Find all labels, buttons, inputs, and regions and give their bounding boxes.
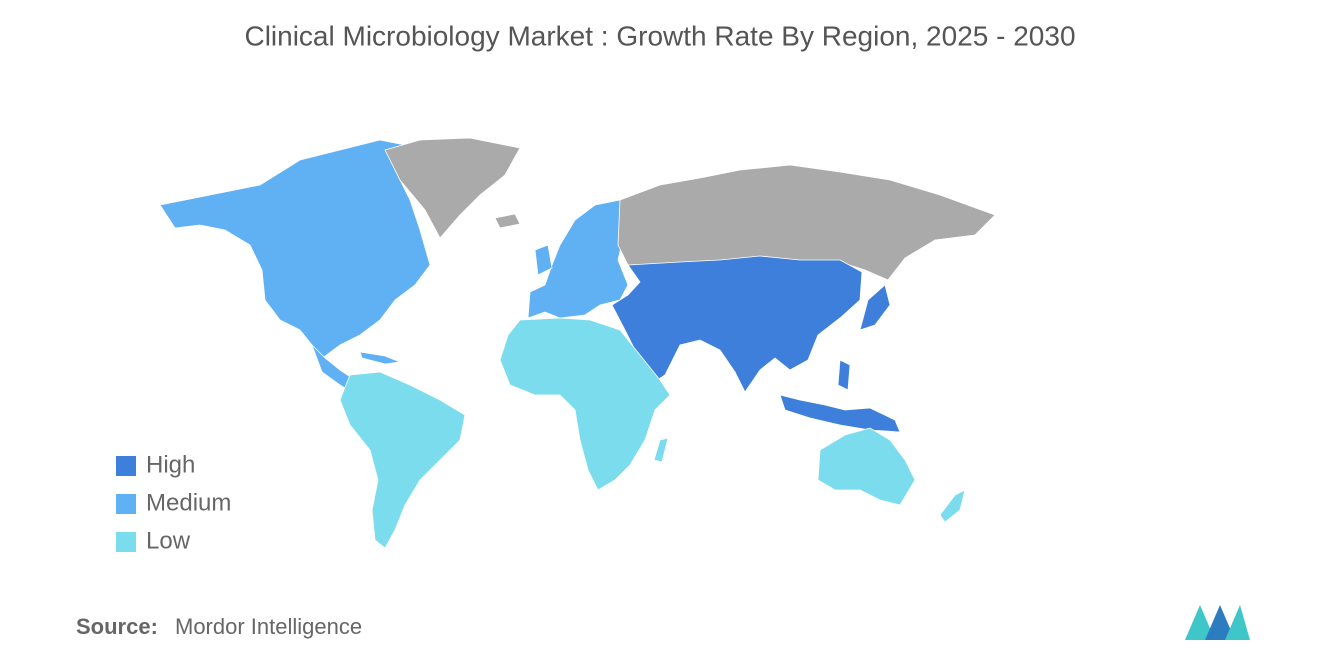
legend-swatch — [116, 494, 136, 514]
region-se-asia — [779, 394, 901, 433]
region-iceland — [494, 213, 521, 229]
region-north-america — [159, 139, 431, 361]
legend: High Medium Low — [116, 451, 231, 554]
region-europe — [527, 199, 629, 319]
region-australia — [817, 427, 916, 506]
region-greenland — [384, 137, 521, 239]
title: Clinical Microbiology Market : Growth Ra… — [244, 20, 1075, 51]
source-label: Source: — [76, 614, 158, 639]
region-caribbean — [359, 351, 402, 365]
legend-swatch — [116, 532, 136, 552]
region-japan — [859, 284, 891, 331]
region-africa — [499, 317, 671, 491]
region-new-zealand — [939, 489, 966, 523]
legend-label: Low — [146, 527, 191, 554]
region-philippines — [837, 359, 851, 391]
region-uk — [534, 244, 553, 276]
legend-swatch — [116, 456, 136, 476]
region-south-america — [339, 371, 466, 549]
logo — [1185, 605, 1250, 640]
world-map — [159, 137, 996, 549]
region-asia — [611, 255, 863, 393]
region-madagascar — [653, 437, 669, 463]
legend-label: Medium — [146, 489, 231, 516]
legend-label: High — [146, 451, 195, 478]
source-text: Mordor Intelligence — [175, 614, 362, 639]
